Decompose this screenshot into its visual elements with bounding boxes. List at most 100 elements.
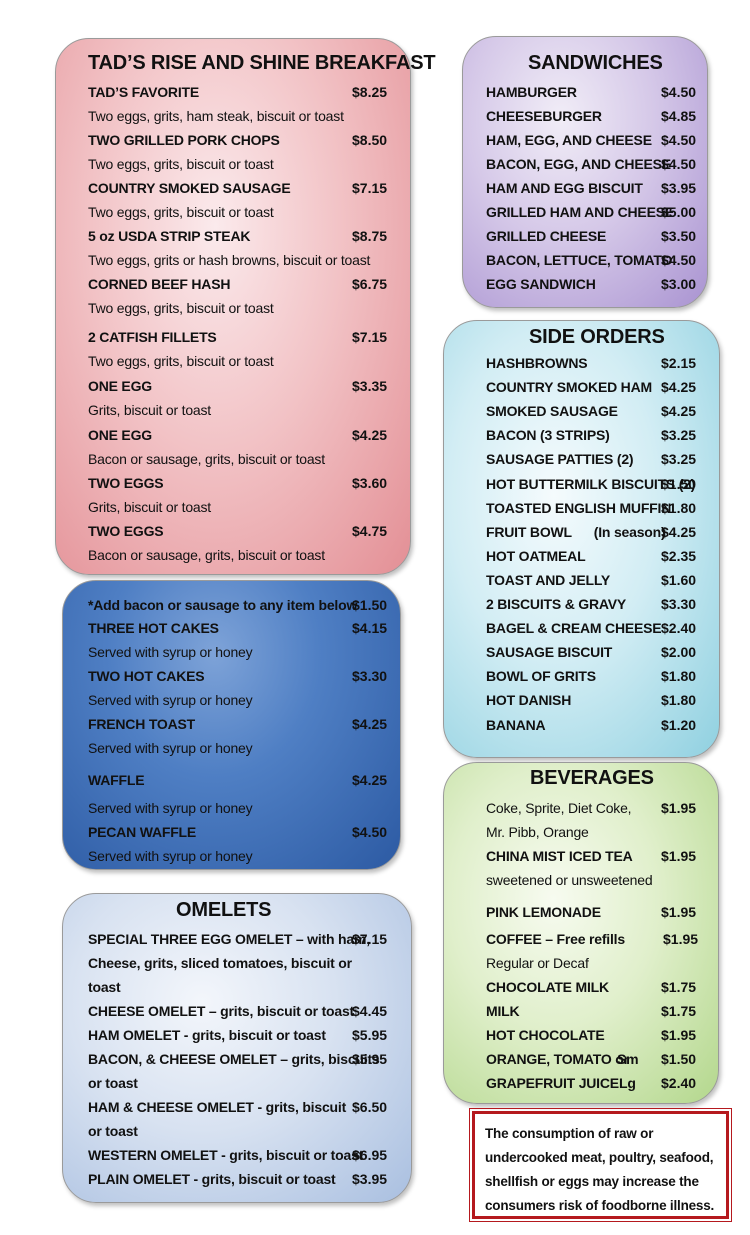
bev-lemonade: PINK LEMONADE [486,904,601,920]
bev-soda-line2: Mr. Pibb, Orange [486,824,589,840]
side-item-name: BACON (3 STRIPS) [486,427,610,444]
side-item-name: TOAST AND JELLY [486,571,611,588]
beverages-panel [443,762,719,1104]
omelet-item-line: Cheese, grits, sliced tomatoes, biscuit … [88,955,352,971]
breakfast-panel [55,38,411,575]
bev-coffee-price: $1.95 [663,931,699,947]
sides-panel [443,320,720,758]
omelet-item-line: SPECIAL THREE EGG OMELET – with ham, [88,931,370,947]
breakfast-item-name: COUNTRY SMOKED SAUSAGE [88,180,291,196]
breakfast-item-name: ONE EGG [88,378,152,394]
bev-coffee-line2: Regular or Decaf [486,955,589,971]
notice-text: The consumption of raw or undercooked me… [485,1126,715,1213]
hotcakes-item-name: TWO HOT CAKES [88,668,205,684]
side-item-price: $1.20 [661,716,697,733]
omelet-item-line: CHEESE OMELET – grits, biscuit or toast [88,1003,355,1019]
side-item-name: SAUSAGE PATTIES (2) [486,451,634,468]
sandwich-item-name: HAMBURGER [486,84,577,100]
side-item-name: TOASTED ENGLISH MUFFIN [486,499,672,516]
side-item-price: $4.25 [661,403,697,420]
bev-tea-line1: CHINA MIST ICED TEA [486,848,633,864]
breakfast-item-name: TWO EGGS [88,523,164,539]
breakfast-item-price: $4.75 [352,523,388,539]
sandwich-item-price: $4.50 [661,156,697,172]
beverages-title: BEVERAGES [530,767,654,789]
hotcakes-item-desc: Served with syrup or honey [88,740,253,756]
omelet-item-line: toast [88,979,121,995]
omelet-item-price: $6.95 [352,1147,388,1163]
sandwiches-panel [462,36,708,308]
breakfast-item-name: 5 oz USDA STRIP STEAK [88,228,251,244]
sandwich-item-price: $3.95 [661,180,697,196]
side-item-price: $3.25 [661,427,697,444]
bev-choc-milk-price: $1.75 [661,979,697,995]
sandwich-item-name: HAM AND EGG BISCUIT [486,180,643,196]
breakfast-item-desc: Two eggs, grits or hash browns, biscuit … [88,252,371,268]
bev-tea-line2: sweetened or unsweetened [486,872,653,888]
breakfast-item-desc: Two eggs, grits, biscuit or toast [88,300,274,316]
breakfast-item-desc: Two eggs, grits, ham steak, biscuit or t… [88,108,344,124]
hotcakes-item-price: $4.50 [352,824,388,840]
hotcakes-panel [62,580,401,870]
hotcakes-item-desc: Served with syrup or honey [88,692,253,708]
omelets-title: OMELETS [176,899,272,921]
side-item-price: $3.25 [661,451,697,468]
hotcakes-item-name: WAFFLE [88,772,145,788]
bev-lemonade-price: $1.95 [661,904,697,920]
sandwich-item-price: $4.85 [661,108,697,124]
hotcakes-item-name: FRENCH TOAST [88,716,196,732]
omelet-item-price: $4.45 [352,1003,388,1019]
side-item-price: $2.15 [661,355,697,371]
bev-milk: MILK [486,1003,520,1019]
breakfast-item-price: $7.15 [352,180,388,196]
side-item-name: HOT OATMEAL [486,547,586,564]
omelets-panel [62,893,412,1203]
omelet-item-line: WESTERN OMELET - grits, biscuit or toast [88,1147,364,1163]
breakfast-item-price: $3.60 [352,475,388,491]
breakfast-item-name: TWO GRILLED PORK CHOPS [88,132,280,148]
side-item-name: 2 BISCUITS & GRAVY [486,596,627,612]
side-item-price: $1.80 [661,499,697,516]
hotcakes-item-name: THREE HOT CAKES [88,620,219,636]
side-item-price: $1.80 [661,668,697,685]
sandwich-item-name: BACON, LETTUCE, TOMATO [486,252,673,268]
side-item-name: BAGEL & CREAM CHEESE [486,620,662,637]
breakfast-item-desc: Two eggs, grits, biscuit or toast [88,156,274,172]
breakfast-item-name: TAD’S FAVORITE [88,84,200,100]
bev-juice-sm-price: $1.50 [661,1051,697,1067]
bev-hot-choc: HOT CHOCOLATE [486,1027,605,1043]
side-item-price: $1.80 [661,692,697,709]
hotcakes-item-desc: Served with syrup or honey [88,848,253,864]
sandwich-item-name: GRILLED CHEESE [486,228,607,244]
breakfast-item-desc: Two eggs, grits, biscuit or toast [88,353,274,369]
side-item-name: SAUSAGE BISCUIT [486,644,613,661]
omelet-item-line: or toast [88,1123,138,1139]
sandwiches-title: SANDWICHES [528,52,663,74]
omelet-item-line: BACON, & CHEESE OMELET – grits, biscuits [88,1051,380,1067]
side-item-name: COUNTRY SMOKED HAM [486,379,652,396]
hotcakes-item-price: $4.15 [352,620,388,636]
side-item-price: $1.60 [661,571,697,588]
hotcakes-item-desc: Served with syrup or honey [88,644,253,660]
bev-size-lg: Lg [619,1075,636,1091]
hotcakes-item-name: PECAN WAFFLE [88,824,197,840]
breakfast-item-price: $4.25 [352,427,388,443]
omelet-item-line: PLAIN OMELET - grits, biscuit or toast [88,1171,336,1187]
omelet-item-price: $6.50 [352,1099,388,1115]
sandwich-item-name: GRILLED HAM AND CHEESE [486,204,674,220]
side-item-price: $2.35 [661,547,697,564]
omelet-item-price: $3.95 [352,1171,388,1187]
hotcakes-item-price: $4.25 [352,716,388,732]
hotcakes-item-desc: Served with syrup or honey [88,800,253,816]
hotcakes-note: *Add bacon or sausage to any item below [88,597,358,613]
bev-choc-milk: CHOCOLATE MILK [486,979,609,995]
bev-soda-line1: Coke, Sprite, Diet Coke, [486,800,632,816]
side-item-price: $2.00 [661,644,697,661]
omelet-item-price: $5.95 [352,1051,388,1067]
sandwich-item-name: EGG SANDWICH [486,276,596,292]
omelet-item-line: or toast [88,1075,138,1091]
breakfast-item-price: $6.75 [352,276,388,292]
omelet-item-price: $7.15 [352,931,388,947]
breakfast-item-desc: Bacon or sausage, grits, biscuit or toas… [88,451,325,467]
bev-juice-line2: GRAPEFRUIT JUICE [486,1075,619,1091]
